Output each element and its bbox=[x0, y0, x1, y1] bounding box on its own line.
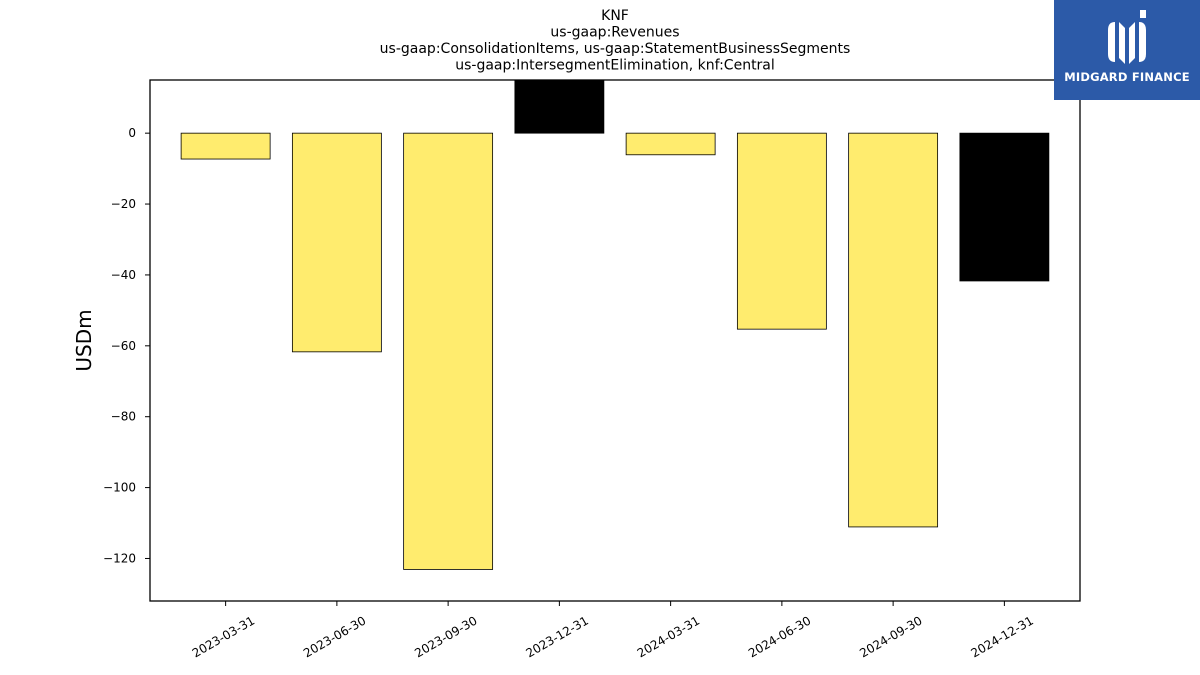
x-tick-label: 2023-06-30 bbox=[301, 613, 368, 660]
midgard-logo-icon bbox=[1108, 10, 1146, 64]
chart-title-line: KNF bbox=[601, 8, 629, 24]
x-tick-label: 2023-09-30 bbox=[412, 613, 479, 660]
bar-2024-06-30 bbox=[736, 132, 827, 330]
bar-2023-12-31 bbox=[514, 80, 605, 134]
y-tick-label: −20 bbox=[111, 197, 136, 211]
logo-text: MIDGARD FINANCE bbox=[1064, 70, 1190, 84]
x-axis-ticks: 2023-03-31 2023-06-30 2023-09-30 2023-12-31… bbox=[190, 601, 1036, 660]
chart-title-line: us-gaap:IntersegmentElimination, knf:Cen… bbox=[455, 58, 775, 74]
y-tick-label: −60 bbox=[111, 339, 136, 353]
x-tick-label: 2024-12-31 bbox=[968, 613, 1035, 660]
bar-2023-03-31 bbox=[180, 132, 271, 160]
bar-2024-09-30 bbox=[848, 132, 939, 528]
chart-title-line: us-gaap:ConsolidationItems, us-gaap:Stat… bbox=[380, 41, 851, 57]
chart-title: KNFus-gaap:Revenuesus-gaap:Consolidation… bbox=[380, 8, 851, 74]
y-axis-ticks: 0 −20 −40 −60 −80 −100 −120 bbox=[103, 126, 150, 565]
bars-group bbox=[180, 80, 1050, 570]
y-tick-label: −40 bbox=[111, 268, 136, 282]
bar-2024-03-31 bbox=[625, 132, 716, 156]
x-tick-label: 2024-06-30 bbox=[746, 613, 813, 660]
y-tick-label: 0 bbox=[128, 126, 136, 140]
bar-2023-06-30 bbox=[291, 132, 382, 353]
y-axis-label: USDm bbox=[72, 309, 96, 371]
axes-frame bbox=[149, 79, 1081, 602]
bar-2024-12-31 bbox=[959, 132, 1050, 282]
y-tick-label: −120 bbox=[103, 551, 136, 565]
y-tick-label: −100 bbox=[103, 481, 136, 495]
y-tick-label: −80 bbox=[111, 410, 136, 424]
x-tick-label: 2024-09-30 bbox=[857, 613, 924, 660]
midgard-finance-logo: MIDGARD FINANCE bbox=[1054, 0, 1200, 100]
x-tick-label: 2023-12-31 bbox=[523, 613, 590, 660]
bar-2023-09-30 bbox=[403, 132, 494, 570]
x-tick-label: 2024-03-31 bbox=[635, 613, 702, 660]
x-tick-label: 2023-03-31 bbox=[190, 613, 257, 660]
chart-title-line: us-gaap:Revenues bbox=[550, 25, 679, 41]
